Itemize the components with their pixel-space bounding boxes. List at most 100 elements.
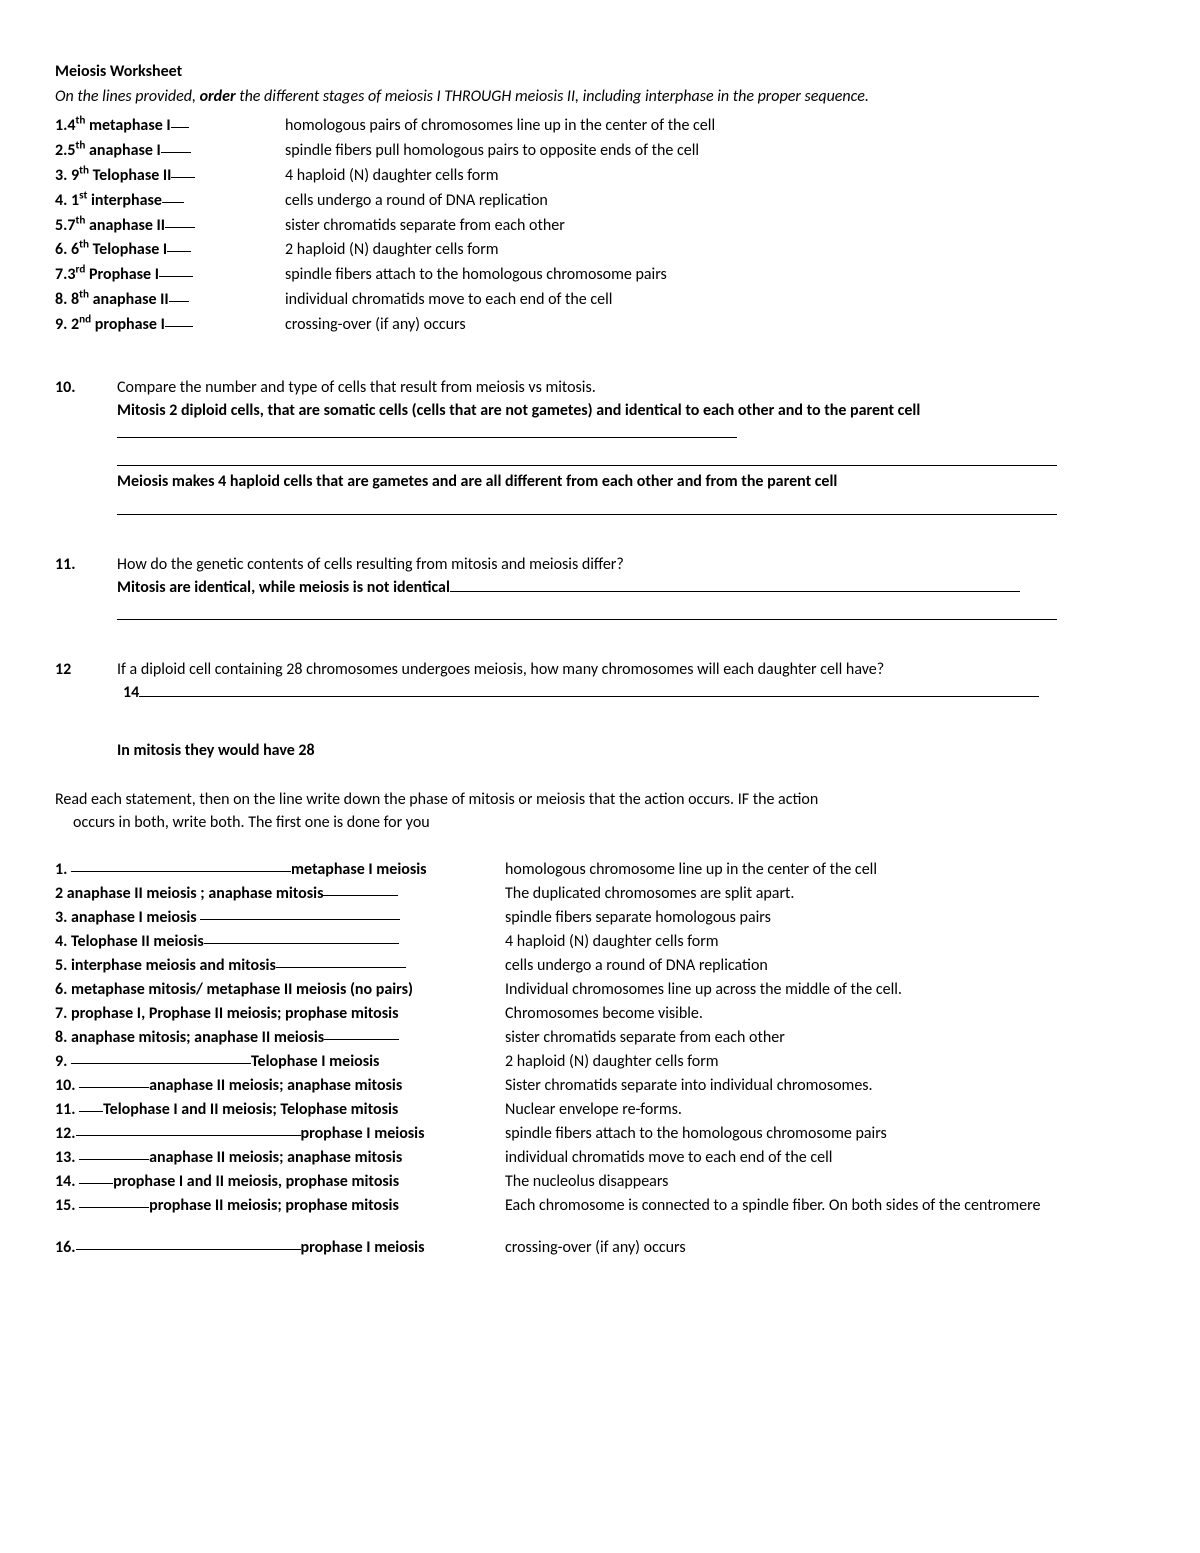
answer-line[interactable]: [117, 447, 1057, 466]
phase-answer[interactable]: 3. anaphase I meiosis: [55, 906, 505, 930]
sequence-row: 5.7th anaphase IIsister chromatids separ…: [55, 214, 1145, 239]
question-10: 10. Compare the number and type of cells…: [55, 376, 1145, 515]
q11-prompt: How do the genetic contents of cells res…: [117, 553, 1145, 576]
phase-row: 13. anaphase II meiosis; anaphase mitosi…: [55, 1146, 1145, 1170]
phase-answer[interactable]: 10. anaphase II meiosis; anaphase mitosi…: [55, 1074, 505, 1098]
q12-answer: 14: [117, 681, 1145, 704]
phase-answer[interactable]: 7. prophase I, Prophase II meiosis; prop…: [55, 1002, 505, 1026]
phase-description: Nuclear envelope re-forms.: [505, 1098, 1145, 1122]
sequence-label: 6. 6th Telophase I: [55, 238, 285, 263]
phase-answer[interactable]: 16.prophase I meiosis: [55, 1236, 505, 1260]
phase-answer[interactable]: 9. Telophase I meiosis: [55, 1050, 505, 1074]
phase-answer[interactable]: 8. anaphase mitosis; anaphase II meiosis: [55, 1026, 505, 1050]
phase-answer[interactable]: 15. prophase II meiosis; prophase mitosi…: [55, 1194, 505, 1218]
q12-prompt: If a diploid cell containing 28 chromoso…: [117, 658, 1145, 681]
phase-answer[interactable]: 12.prophase I meiosis: [55, 1122, 505, 1146]
sequence-description: crossing-over (if any) occurs: [285, 313, 1145, 338]
phase-row: 4. Telophase II meiosis4 haploid (N) dau…: [55, 930, 1145, 954]
instructions-pre: On the lines provided,: [55, 87, 200, 106]
sequence-description: 4 haploid (N) daughter cells form: [285, 164, 1145, 189]
answer-line[interactable]: [117, 495, 1057, 514]
sequence-label: 8. 8th anaphase II: [55, 288, 285, 313]
q10-answer-2: Meiosis makes 4 haploid cells that are g…: [117, 470, 1145, 493]
phase-row: 2 anaphase II meiosis ; anaphase mitosis…: [55, 882, 1145, 906]
phase-description: crossing-over (if any) occurs: [505, 1236, 1145, 1260]
sequence-description: individual chromatids move to each end o…: [285, 288, 1145, 313]
phase-row: 9. Telophase I meiosis2 haploid (N) daug…: [55, 1050, 1145, 1074]
question-12: 12 If a diploid cell containing 28 chrom…: [55, 658, 1145, 762]
phase-description: spindle fibers attach to the homologous …: [505, 1122, 1145, 1146]
phase-answer[interactable]: 11. Telophase I and II meiosis; Telophas…: [55, 1098, 505, 1122]
phase-row: 8. anaphase mitosis; anaphase II meiosis…: [55, 1026, 1145, 1050]
sequence-row: 1.4th metaphase Ihomologous pairs of chr…: [55, 114, 1145, 139]
phase-row: 15. prophase II meiosis; prophase mitosi…: [55, 1194, 1145, 1218]
sequence-row: 7.3rd Prophase Ispindle fibers attach to…: [55, 263, 1145, 288]
phase-answer[interactable]: 1. metaphase I meiosis: [55, 858, 505, 882]
sequence-description: spindle fibers pull homologous pairs to …: [285, 139, 1145, 164]
instructions-post: the different stages of meiosis I THROUG…: [236, 87, 869, 106]
q12-note: In mitosis they would have 28: [117, 739, 1145, 762]
sequence-description: cells undergo a round of DNA replication: [285, 189, 1145, 214]
question-11: 11. How do the genetic contents of cells…: [55, 553, 1145, 621]
phase-row: 12.prophase I meiosisspindle fibers atta…: [55, 1122, 1145, 1146]
sequence-label: 7.3rd Prophase I: [55, 263, 285, 288]
sequence-description: sister chromatids separate from each oth…: [285, 214, 1145, 239]
phase-row: 16.prophase I meiosiscrossing-over (if a…: [55, 1236, 1145, 1260]
sequence-description: homologous pairs of chromosomes line up …: [285, 114, 1145, 139]
phase-row: 11. Telophase I and II meiosis; Telophas…: [55, 1098, 1145, 1122]
phase-description: 2 haploid (N) daughter cells form: [505, 1050, 1145, 1074]
instructions: On the lines provided, order the differe…: [55, 85, 1145, 108]
phase-row: 1. metaphase I meiosishomologous chromos…: [55, 858, 1145, 882]
phase-row: 10. anaphase II meiosis; anaphase mitosi…: [55, 1074, 1145, 1098]
sequence-label: 9. 2nd prophase I: [55, 313, 285, 338]
phase-description: 4 haploid (N) daughter cells form: [505, 930, 1145, 954]
sequence-description: 2 haploid (N) daughter cells form: [285, 238, 1145, 263]
sequence-row: 6. 6th Telophase I2 haploid (N) daughter…: [55, 238, 1145, 263]
q11-num: 11.: [55, 553, 117, 621]
phase-answer[interactable]: 4. Telophase II meiosis: [55, 930, 505, 954]
phase-row: 14. prophase I and II meiosis, prophase …: [55, 1170, 1145, 1194]
sequence-row: 2.5th anaphase Ispindle fibers pull homo…: [55, 139, 1145, 164]
phase-description: sister chromatids separate from each oth…: [505, 1026, 1145, 1050]
sequence-row: 9. 2nd prophase Icrossing-over (if any) …: [55, 313, 1145, 338]
phase-description: individual chromatids move to each end o…: [505, 1146, 1145, 1170]
sequence-list: 1.4th metaphase Ihomologous pairs of chr…: [55, 114, 1145, 337]
sequence-row: 4. 1st interphasecells undergo a round o…: [55, 189, 1145, 214]
sequence-row: 8. 8th anaphase IIindividual chromatids …: [55, 288, 1145, 313]
phase-description: Individual chromosomes line up across th…: [505, 978, 1145, 1002]
q11-answer: Mitosis are identical, while meiosis is …: [117, 576, 1145, 599]
q12-num: 12: [55, 658, 117, 762]
phase-row: 7. prophase I, Prophase II meiosis; prop…: [55, 1002, 1145, 1026]
sequence-label: 5.7th anaphase II: [55, 214, 285, 239]
sequence-row: 3. 9th Telophase II4 haploid (N) daughte…: [55, 164, 1145, 189]
phase-answer[interactable]: 2 anaphase II meiosis ; anaphase mitosis: [55, 882, 505, 906]
instructions-bold: order: [200, 87, 236, 106]
phase-instructions: Read each statement, then on the line wr…: [55, 788, 1145, 834]
phase-list: 1. metaphase I meiosishomologous chromos…: [55, 858, 1145, 1260]
phase-answer[interactable]: 13. anaphase II meiosis; anaphase mitosi…: [55, 1146, 505, 1170]
phase-row: 3. anaphase I meiosis spindle fibers sep…: [55, 906, 1145, 930]
q10-num: 10.: [55, 376, 117, 515]
worksheet-title: Meiosis Worksheet: [55, 60, 1145, 83]
phase-answer[interactable]: 5. interphase meiosis and mitosis: [55, 954, 505, 978]
answer-line[interactable]: [117, 601, 1057, 620]
phase-description: Chromosomes become visible.: [505, 1002, 1145, 1026]
phase-row: 5. interphase meiosis and mitosiscells u…: [55, 954, 1145, 978]
phase-description: The nucleolus disappears: [505, 1170, 1145, 1194]
q10-prompt: Compare the number and type of cells tha…: [117, 376, 1145, 399]
phase-description: Each chromosome is connected to a spindl…: [505, 1194, 1145, 1218]
q10-answer-1: Mitosis 2 diploid cells, that are somati…: [117, 399, 1145, 445]
phase-answer[interactable]: 6. metaphase mitosis/ metaphase II meios…: [55, 978, 505, 1002]
phase-answer[interactable]: 14. prophase I and II meiosis, prophase …: [55, 1170, 505, 1194]
sequence-description: spindle fibers attach to the homologous …: [285, 263, 1145, 288]
sequence-label: 3. 9th Telophase II: [55, 164, 285, 189]
phase-description: cells undergo a round of DNA replication: [505, 954, 1145, 978]
sequence-label: 2.5th anaphase I: [55, 139, 285, 164]
phase-description: The duplicated chromosomes are split apa…: [505, 882, 1145, 906]
phase-row: 6. metaphase mitosis/ metaphase II meios…: [55, 978, 1145, 1002]
sequence-label: 4. 1st interphase: [55, 189, 285, 214]
phase-description: Sister chromatids separate into individu…: [505, 1074, 1145, 1098]
phase-description: spindle fibers separate homologous pairs: [505, 906, 1145, 930]
sequence-label: 1.4th metaphase I: [55, 114, 285, 139]
phase-description: homologous chromosome line up in the cen…: [505, 858, 1145, 882]
